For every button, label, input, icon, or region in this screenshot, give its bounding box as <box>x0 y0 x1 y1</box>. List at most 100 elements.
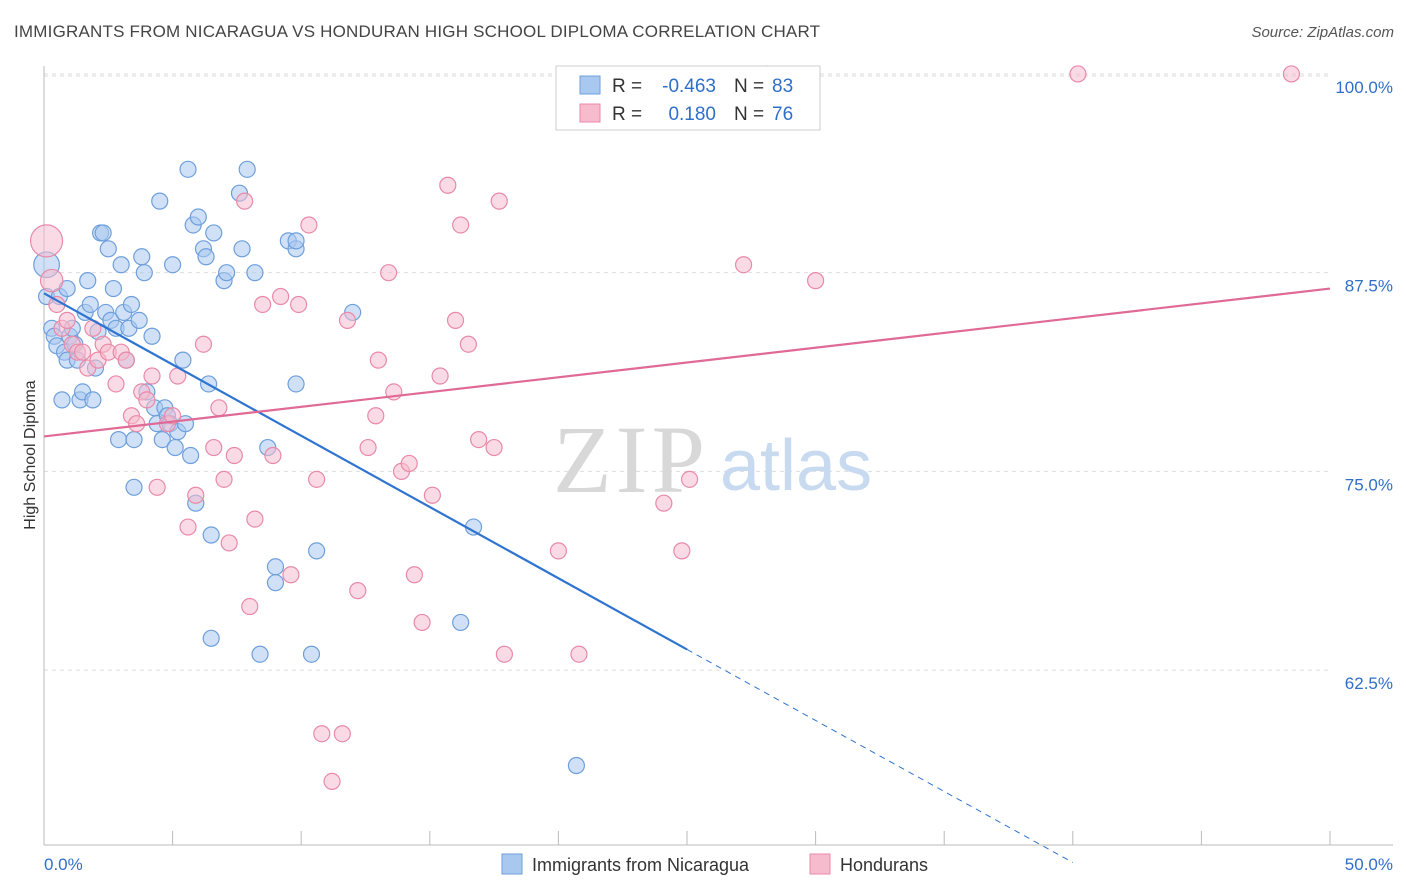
y-tick-label: 62.5% <box>1345 674 1393 693</box>
honduran-point <box>313 725 331 743</box>
nicaragua-point <box>125 431 143 449</box>
nicaragua-point <box>238 160 256 178</box>
honduran-point <box>117 351 135 369</box>
series-legend-label-nicaragua: Immigrants from Nicaragua <box>532 855 750 875</box>
nicaragua-point <box>174 351 192 369</box>
nicaragua-point <box>233 240 251 258</box>
stats-legend-swatch-pink <box>579 103 601 123</box>
nicaragua-point <box>202 526 220 544</box>
honduran-point <box>300 216 318 234</box>
nicaragua-point <box>112 256 130 274</box>
nicaragua-point <box>81 295 99 314</box>
honduran-point <box>225 446 243 465</box>
honduran-point <box>215 470 233 488</box>
nicaragua-point <box>567 756 586 775</box>
nicaragua-point <box>182 446 200 465</box>
nicaragua-point <box>53 391 71 409</box>
honduran-point <box>264 446 282 465</box>
honduran-point <box>485 438 503 457</box>
honduran-point <box>205 438 223 457</box>
honduran-point <box>459 335 477 353</box>
honduran-point <box>138 391 156 409</box>
series-legend-swatch-nicaragua <box>501 853 523 875</box>
nicaragua-point <box>166 438 184 457</box>
nicaragua-point <box>266 574 285 592</box>
honduran-point <box>241 597 259 616</box>
nicaragua-point <box>308 542 326 560</box>
honduran-point <box>187 486 205 504</box>
nicaragua-point <box>99 240 117 258</box>
stats-legend: R = -0.463 N = 83 R = 0.180 N = 76 <box>555 65 821 131</box>
x-tick-label-max: 50.0% <box>1345 855 1393 874</box>
nicaragua-point <box>189 208 207 226</box>
honduran-point <box>164 407 182 425</box>
nicaragua-trend-extension <box>686 649 1074 863</box>
y-tick-label: 87.5% <box>1345 277 1393 296</box>
honduran-point <box>323 772 341 791</box>
stats-r-value-blue: -0.463 <box>662 76 716 97</box>
trend-lines <box>43 287 1331 863</box>
nicaragua-point <box>130 311 148 329</box>
honduran-point <box>272 287 290 306</box>
y-axis-label: High School Diploma <box>22 380 39 530</box>
honduran-point <box>495 645 513 663</box>
honduran-point <box>405 566 423 584</box>
honduran-point <box>236 192 254 210</box>
honduran-point <box>58 311 76 329</box>
nicaragua-point <box>287 232 305 250</box>
honduran-point <box>470 431 488 449</box>
honduran-trend-line <box>43 287 1331 438</box>
honduran-point <box>549 542 568 560</box>
nicaragua-point <box>452 613 470 632</box>
nicaragua-trend-line <box>43 292 688 651</box>
stats-legend-swatch-blue <box>579 75 601 95</box>
honduran-point <box>308 470 326 488</box>
honduran-point <box>806 272 825 290</box>
nicaragua-point <box>218 264 236 282</box>
honduran-point <box>655 494 673 512</box>
honduran-point <box>179 518 197 536</box>
honduran-point <box>39 268 64 293</box>
honduran-point <box>446 311 465 329</box>
nicaragua-point <box>125 478 143 496</box>
nicaragua-point <box>287 375 305 393</box>
honduran-point <box>194 335 213 353</box>
stats-r-label-blue: R = <box>612 76 642 97</box>
tick-labels: 62.5% 75.0% 87.5% 100.0% 0.0% 50.0% <box>44 78 1393 874</box>
chart-title: IMMIGRANTS FROM NICARAGUA VS HONDURAN HI… <box>14 22 821 41</box>
nicaragua-point <box>202 629 220 647</box>
honduran-point <box>143 367 161 385</box>
series-legend: Immigrants from Nicaragua Hondurans <box>501 853 928 875</box>
honduran-point <box>148 478 166 496</box>
honduran-point <box>359 438 377 457</box>
honduran-point <box>127 415 146 433</box>
nicaragua-point <box>251 645 269 663</box>
honduran-point <box>400 454 418 473</box>
honduran-point <box>570 645 588 663</box>
nicaragua-point <box>143 327 161 345</box>
honduran-point <box>380 264 398 282</box>
honduran-point <box>29 224 64 258</box>
y-tick-label: 75.0% <box>1345 475 1393 494</box>
honduran-point <box>333 725 351 743</box>
x-tick-label-min: 0.0% <box>44 855 83 874</box>
honduran-point <box>338 311 357 329</box>
stats-n-label-blue: N = <box>734 76 764 97</box>
stats-n-value-blue: 83 <box>772 76 793 97</box>
honduran-point <box>423 486 441 504</box>
honduran-point <box>680 470 699 488</box>
stats-n-value-pink: 76 <box>772 104 793 125</box>
axes <box>43 66 1393 846</box>
nicaragua-point <box>164 256 182 274</box>
stats-n-label-pink: N = <box>734 104 764 125</box>
source-label: Source: ZipAtlas.com <box>1251 24 1394 41</box>
honduran-point <box>452 216 470 234</box>
honduran-point <box>73 343 92 361</box>
honduran-point <box>349 582 367 600</box>
nicaragua-point <box>302 645 321 663</box>
nicaragua-point <box>104 279 123 298</box>
honduran-point <box>246 510 264 528</box>
nicaragua-point <box>153 431 171 449</box>
watermark-atlas: atlas <box>720 426 872 506</box>
